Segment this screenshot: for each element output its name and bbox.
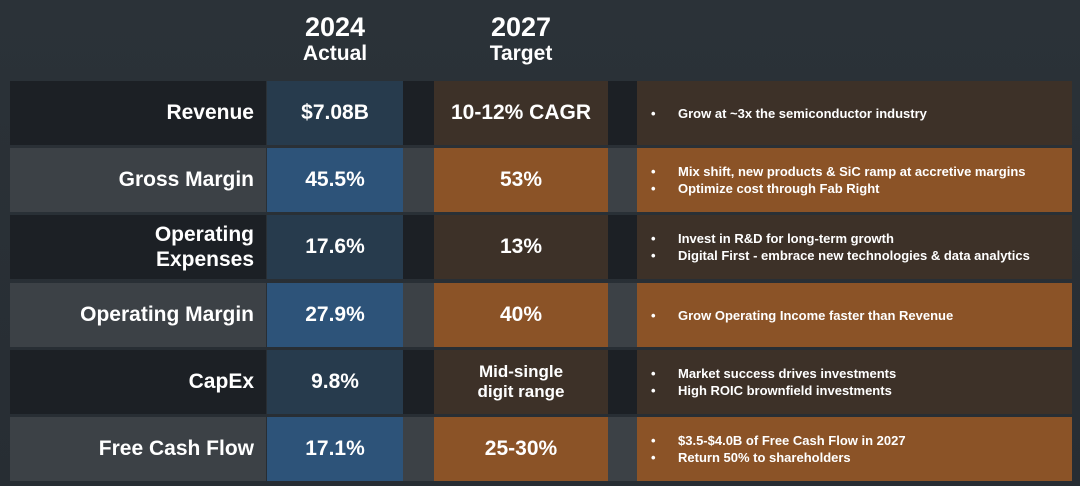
note-item: $3.5-$4.0B of Free Cash Flow in 2027 xyxy=(651,432,906,449)
note-item: Mix shift, new products & SiC ramp at ac… xyxy=(651,163,1025,180)
target-value: Mid-single digit range xyxy=(434,350,608,414)
actual-value: 27.9% xyxy=(267,283,403,347)
row-label: Free Cash Flow xyxy=(10,417,266,481)
row-label-line2: Expenses xyxy=(155,248,254,271)
notes-cell: Market success drives investments High R… xyxy=(637,350,1072,414)
row-gross-margin: Gross Margin 45.5% 53% Mix shift, new pr… xyxy=(10,148,1072,212)
target-value: 25-30% xyxy=(434,417,608,481)
actual-value: 17.1% xyxy=(267,417,403,481)
row-capex: CapEx 9.8% Mid-single digit range Market… xyxy=(10,350,1072,414)
row-operating-margin: Operating Margin 27.9% 40% Grow Operatin… xyxy=(10,283,1072,347)
header-actual-label: Actual xyxy=(302,42,368,66)
target-line2: digit range xyxy=(477,382,565,401)
actual-value: 9.8% xyxy=(267,350,403,414)
note-item: Return 50% to shareholders xyxy=(651,449,906,466)
row-free-cash-flow: Free Cash Flow 17.1% 25-30% $3.5-$4.0B o… xyxy=(10,417,1072,481)
note-item: Optimize cost through Fab Right xyxy=(651,180,1025,197)
note-item: Invest in R&D for long-term growth xyxy=(651,230,1030,247)
row-operating-expenses: Operating Expenses 17.6% 13% Invest in R… xyxy=(10,215,1072,279)
row-label: Operating Expenses xyxy=(10,215,266,279)
notes-cell: Grow Operating Income faster than Revenu… xyxy=(637,283,1072,347)
note-item: Grow Operating Income faster than Revenu… xyxy=(651,307,953,324)
note-item: Digital First - embrace new technologies… xyxy=(651,247,1030,264)
target-value: 10-12% CAGR xyxy=(434,81,608,145)
header-2024-actual: 2024 Actual xyxy=(265,12,405,66)
header-target-label: Target xyxy=(489,42,553,66)
row-label: Revenue xyxy=(10,81,266,145)
notes-cell: Grow at ~3x the semiconductor industry xyxy=(637,81,1072,145)
notes-cell: $3.5-$4.0B of Free Cash Flow in 2027 Ret… xyxy=(637,417,1072,481)
actual-value: $7.08B xyxy=(267,81,403,145)
target-value: 40% xyxy=(434,283,608,347)
note-item: High ROIC brownfield investments xyxy=(651,382,896,399)
actual-value: 17.6% xyxy=(267,215,403,279)
target-line1: Mid-single xyxy=(478,361,564,381)
row-label-line1: Operating xyxy=(154,222,254,246)
row-label: Gross Margin xyxy=(10,148,266,212)
target-value: 13% xyxy=(434,215,608,279)
row-label: Operating Margin xyxy=(10,283,266,347)
notes-cell: Invest in R&D for long-term growth Digit… xyxy=(637,215,1072,279)
actual-value: 45.5% xyxy=(267,148,403,212)
row-revenue: Revenue $7.08B 10-12% CAGR Grow at ~3x t… xyxy=(10,81,1072,145)
row-label: CapEx xyxy=(10,350,266,414)
header-2027-target: 2027 Target xyxy=(451,12,591,66)
note-item: Grow at ~3x the semiconductor industry xyxy=(651,105,927,122)
note-item: Market success drives investments xyxy=(651,365,896,382)
header-actual-year: 2024 xyxy=(304,12,366,42)
target-value: 53% xyxy=(434,148,608,212)
notes-cell: Mix shift, new products & SiC ramp at ac… xyxy=(637,148,1072,212)
header-target-year: 2027 xyxy=(490,12,552,42)
